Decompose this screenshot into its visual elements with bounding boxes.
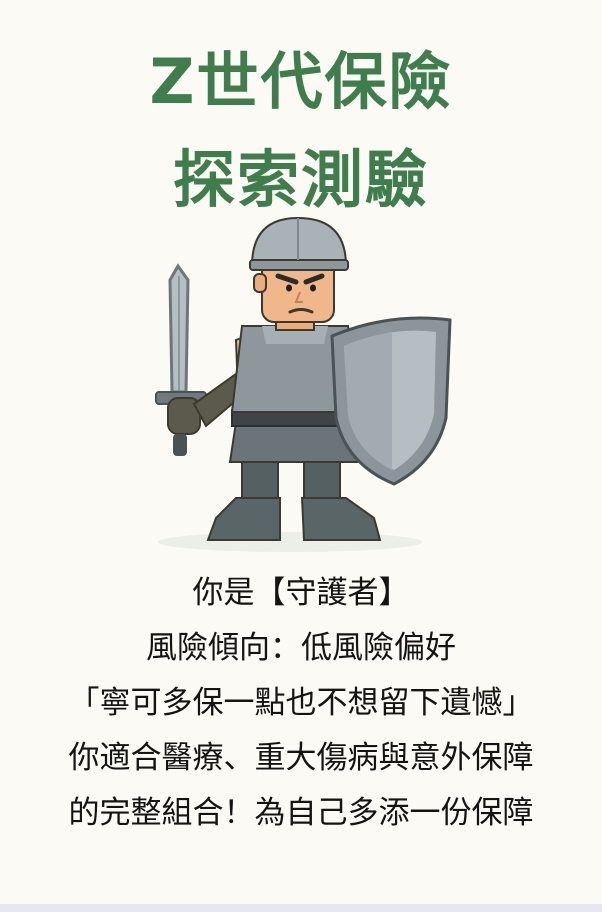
result-recommendation-1: 你適合醫療、重大傷病與意外保障 <box>68 740 534 776</box>
result-persona: 你是【守護者】 <box>192 575 410 611</box>
left-boot <box>206 497 281 541</box>
guardian-knight-illustration <box>155 216 452 552</box>
page-title-line-1: Z世代保險 <box>149 45 453 118</box>
left-leg <box>241 457 279 505</box>
ground-shadow <box>158 532 422 552</box>
result-quote: 「寧可多保一點也不想留下遺憾」 <box>68 685 534 721</box>
result-recommendation-2: 的完整組合！為自己多添一份保障 <box>68 795 534 831</box>
page-title-line-2: 探索測驗 <box>172 143 429 216</box>
result-risk-tendency: 風險傾向：低風險偏好 <box>146 630 456 666</box>
bottom-strip <box>0 904 602 912</box>
result-text-block: 你是【守護者】 風險傾向：低風險偏好 「寧可多保一點也不想留下遺憾」 你適合醫療… <box>0 566 602 841</box>
right-boot <box>300 497 382 541</box>
